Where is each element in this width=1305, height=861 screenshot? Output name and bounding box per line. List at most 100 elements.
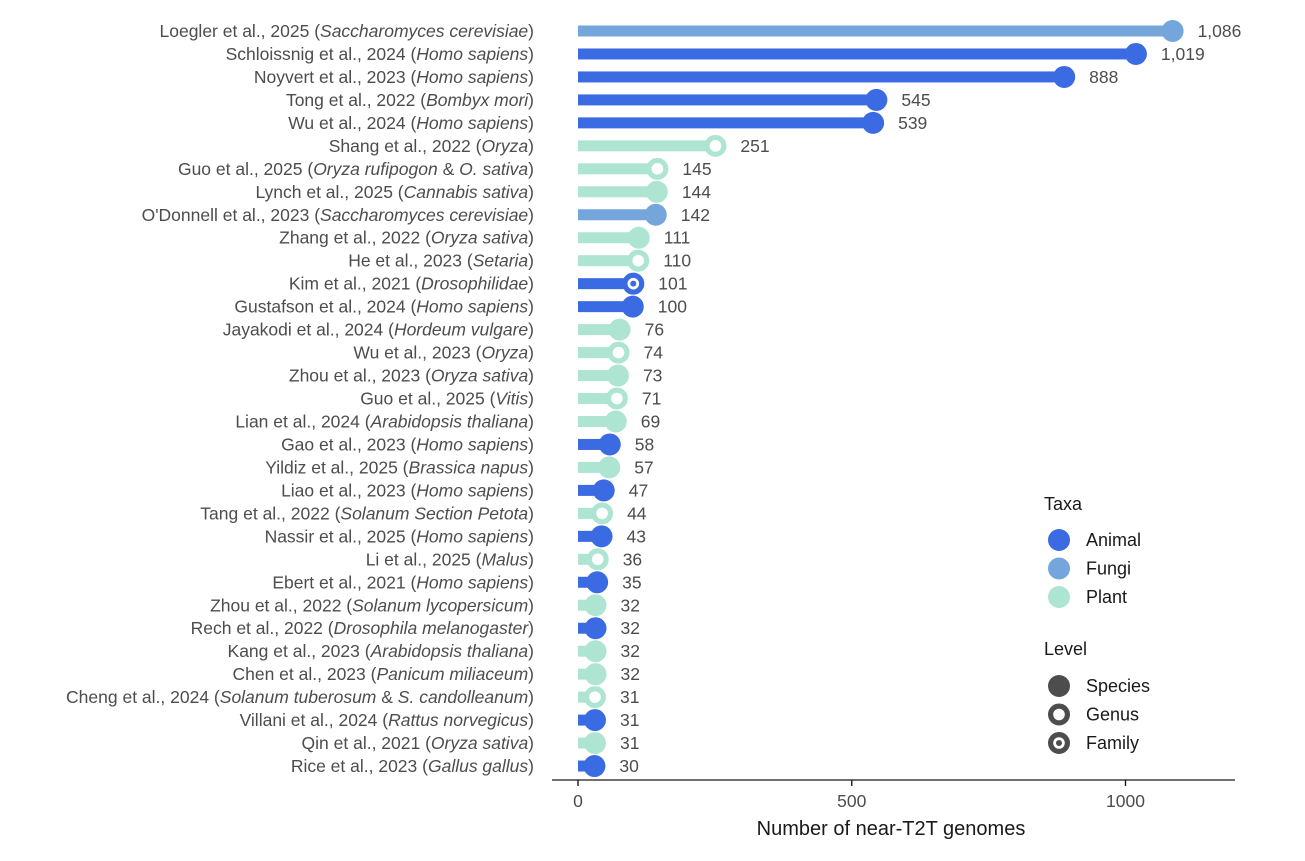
- lollipop-head-species: [1124, 42, 1147, 65]
- lollipop-stem: [578, 370, 618, 382]
- value-label: 47: [629, 480, 648, 500]
- y-tick-label: Kim et al., 2021 (Drosophilidae): [289, 274, 534, 294]
- value-label: 32: [621, 664, 640, 684]
- lollipop-head-species: [598, 433, 621, 456]
- data-row: Nassir et al., 2025 (Homo sapiens) 43: [265, 525, 646, 548]
- value-label: 1,019: [1161, 44, 1205, 64]
- value-label: 142: [681, 205, 710, 225]
- value-label: 539: [898, 113, 927, 133]
- data-row: Chen et al., 2023 (Panicum miliaceum) 32: [232, 663, 640, 686]
- value-label: 110: [663, 251, 691, 271]
- data-row: He et al., 2023 (Setaria) 110: [348, 249, 691, 272]
- lollipop-stem: [578, 186, 657, 198]
- lollipop-head-genus: [591, 502, 614, 525]
- y-tick-label: Wu et al., 2023 (Oryza): [353, 343, 534, 363]
- value-label: 36: [623, 549, 642, 569]
- lollipop-stem: [578, 25, 1173, 37]
- data-row: Wu et al., 2024 (Homo sapiens) 539: [288, 111, 927, 134]
- y-tick-label: Chen et al., 2023 (Panicum miliaceum): [232, 664, 534, 684]
- legend-level-label: Family: [1086, 733, 1139, 753]
- y-tick-label: Liao et al., 2023 (Homo sapiens): [281, 480, 534, 500]
- legend-level-title: Level: [1044, 639, 1087, 659]
- y-tick-label: Villani et al., 2024 (Rattus norvegicus): [240, 710, 534, 730]
- data-row: Guo et al., 2025 (Vitis) 71: [360, 387, 661, 410]
- legend-taxa-label: Plant: [1086, 587, 1127, 607]
- y-tick-label: Tong et al., 2022 (Bombyx mori): [286, 90, 534, 110]
- x-tick-label: 1000: [1106, 791, 1145, 811]
- y-tick-label: Lynch et al., 2025 (Cannabis sativa): [255, 182, 534, 202]
- lollipop-stem: [578, 117, 874, 129]
- value-label: 545: [901, 90, 930, 110]
- data-row: Ebert et al., 2021 (Homo sapiens) 35: [272, 571, 642, 594]
- lollipop-stem: [578, 71, 1065, 83]
- lollipop-head-species: [583, 732, 606, 755]
- lollipop-head-genus: [605, 387, 628, 410]
- rows-layer: Loegler et al., 2025 (Saccharomyces cere…: [66, 20, 1242, 778]
- y-tick-label: Rech et al., 2022 (Drosophila melanogast…: [191, 618, 534, 638]
- value-label: 74: [644, 343, 664, 363]
- data-row: Loegler et al., 2025 (Saccharomyces cere…: [160, 20, 1242, 42]
- value-label: 145: [682, 159, 711, 179]
- lollipop-stem: [578, 301, 633, 313]
- data-row: Yildiz et al., 2025 (Brassica napus) 57: [265, 456, 654, 479]
- legend-taxa-swatch: [1048, 557, 1070, 580]
- lollipop-head-species: [865, 88, 888, 111]
- legend-level-label: Species: [1086, 676, 1150, 696]
- lollipop-head-species: [598, 456, 621, 479]
- value-label: 32: [621, 618, 640, 638]
- lollipop-head-species: [608, 318, 631, 341]
- data-row: Rice et al., 2023 (Gallus gallus) 30: [291, 755, 639, 778]
- lollipop-head-species: [590, 525, 613, 548]
- y-tick-label: Ebert et al., 2021 (Homo sapiens): [272, 572, 534, 592]
- data-row: Zhang et al., 2022 (Oryza sativa) 111: [279, 226, 691, 249]
- data-row: Rech et al., 2022 (Drosophila melanogast…: [191, 617, 640, 640]
- lollipop-head-species: [644, 203, 667, 226]
- lollipop-stem: [578, 278, 634, 290]
- y-tick-label: Li et al., 2025 (Malus): [366, 549, 534, 569]
- lollipop-head-species: [604, 410, 627, 433]
- lollipop-stem: [578, 324, 620, 336]
- y-tick-label: Cheng et al., 2024 (Solanum tuberosum & …: [66, 687, 534, 707]
- y-tick-label: Noyvert et al., 2023 (Homo sapiens): [254, 67, 534, 87]
- lollipop-head-species: [584, 594, 607, 617]
- value-label: 100: [658, 297, 687, 317]
- x-axis: 0 500 1000 Number of near-T2T genomes: [552, 779, 1235, 840]
- lollipop-head-species: [583, 709, 606, 732]
- y-tick-label: Yildiz et al., 2025 (Brassica napus): [265, 457, 534, 477]
- x-ticks: 0 500 1000: [573, 780, 1145, 811]
- x-tick-label: 500: [837, 791, 866, 811]
- data-row: O'Donnell et al., 2023 (Saccharomyces ce…: [142, 203, 710, 226]
- data-row: Qin et al., 2021 (Oryza sativa) 31: [302, 732, 639, 755]
- value-label: 73: [643, 366, 662, 386]
- data-row: Tang et al., 2022 (Solanum Section Petot…: [200, 502, 647, 525]
- lollipop-stem: [578, 415, 616, 427]
- value-label: 111: [664, 228, 691, 248]
- value-label: 32: [621, 641, 640, 661]
- data-row: Liao et al., 2023 (Homo sapiens) 47: [281, 479, 648, 502]
- legend-taxa-items: Animal Fungi Plant: [1048, 529, 1141, 608]
- data-row: Zhou et al., 2022 (Solanum lycopersicum)…: [210, 594, 640, 617]
- value-label: 69: [641, 411, 660, 431]
- y-tick-label: He et al., 2023 (Setaria): [348, 251, 534, 271]
- lollipop-stem: [578, 94, 877, 106]
- lollipop-head-species: [592, 479, 615, 502]
- lollipop-stem: [578, 140, 716, 152]
- y-tick-label: Loegler et al., 2025 (Saccharomyces cere…: [160, 21, 535, 41]
- data-row: Kang et al., 2023 (Arabidopsis thaliana)…: [228, 640, 640, 663]
- legend-taxa-swatch: [1048, 529, 1070, 551]
- lollipop-head-species: [1053, 65, 1076, 88]
- value-label: 43: [627, 526, 646, 546]
- value-label: 101: [658, 274, 687, 294]
- value-label: 58: [635, 434, 654, 454]
- lollipop-stem: [578, 347, 619, 359]
- value-label: 1,086: [1198, 21, 1242, 41]
- y-tick-label: Gao et al., 2023 (Homo sapiens): [281, 434, 534, 454]
- lollipop-head-genus: [607, 341, 630, 364]
- y-tick-label: Guo et al., 2025 (Vitis): [360, 389, 534, 409]
- legend: Taxa Animal Fungi Plant Level Species Genus…: [1044, 494, 1150, 754]
- value-label: 32: [621, 595, 640, 615]
- lollipop-stem: [578, 461, 610, 473]
- value-label: 251: [740, 136, 769, 156]
- data-row: Lynch et al., 2025 (Cannabis sativa) 144: [255, 180, 711, 203]
- legend-level-label: Genus: [1086, 705, 1139, 725]
